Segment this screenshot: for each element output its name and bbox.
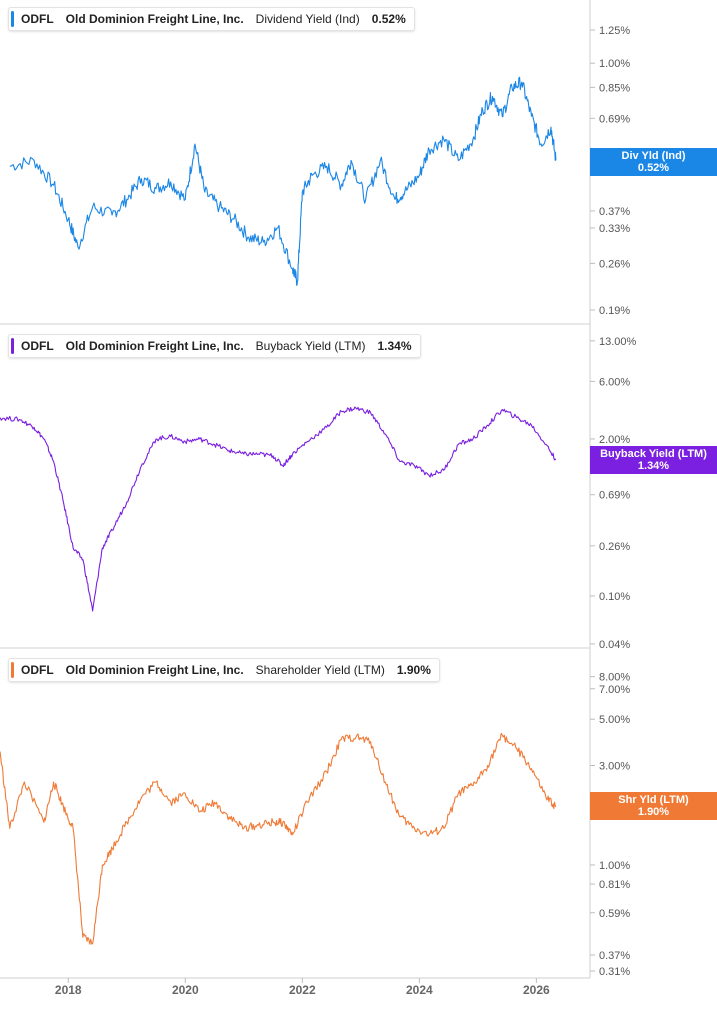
y-tick-label: 6.00%	[599, 376, 630, 388]
y-tick-label: 0.69%	[599, 490, 630, 502]
y-tick-label: 0.69%	[599, 113, 630, 125]
x-tick-label: 2022	[289, 983, 316, 997]
legend-value: 1.90%	[396, 663, 431, 677]
y-tick-label: 0.33%	[599, 223, 630, 235]
x-tick-label: 2026	[523, 983, 550, 997]
y-tick-label: 7.00%	[599, 684, 630, 696]
badge-label: Buyback Yield (LTM)	[600, 448, 707, 460]
last-value-badge-dividend: Div Yld (Ind) 0.52%	[590, 148, 717, 176]
legend-buyback-yield[interactable]: ODFL Old Dominion Freight Line, Inc. Buy…	[8, 334, 421, 358]
legend-value: 0.52%	[371, 12, 406, 26]
y-tick-label: 0.37%	[599, 950, 630, 962]
y-tick-label: 0.04%	[599, 639, 630, 651]
badge-value: 0.52%	[637, 162, 670, 174]
legend-ticker: ODFL	[21, 663, 54, 677]
legend-company: Old Dominion Freight Line, Inc.	[65, 12, 244, 26]
last-value-badge-buyback: Buyback Yield (LTM) 1.34%	[590, 446, 717, 474]
y-tick-label: 8.00%	[599, 672, 630, 684]
legend-ticker: ODFL	[21, 12, 54, 26]
y-tick-label: 0.26%	[599, 541, 630, 553]
legend-ticker: ODFL	[21, 339, 54, 353]
badge-value: 1.34%	[637, 460, 670, 472]
last-value-badge-shareholder: Shr Yld (LTM) 1.90%	[590, 792, 717, 820]
y-tick-label: 0.31%	[599, 966, 630, 978]
badge-label: Div Yld (Ind)	[621, 150, 686, 162]
y-tick-label: 5.00%	[599, 714, 630, 726]
legend-color-swatch	[11, 11, 14, 27]
legend-color-swatch	[11, 338, 14, 354]
legend-metric: Buyback Yield (LTM)	[255, 339, 366, 353]
y-tick-label: 2.00%	[599, 434, 630, 446]
badge-value: 1.90%	[637, 806, 670, 818]
y-tick-label: 1.25%	[599, 25, 630, 37]
y-tick-label: 0.59%	[599, 908, 630, 920]
legend-company: Old Dominion Freight Line, Inc.	[65, 663, 244, 677]
legend-metric: Dividend Yield (Ind)	[255, 12, 360, 26]
y-tick-label: 0.19%	[599, 305, 630, 317]
legend-color-swatch	[11, 662, 14, 678]
y-tick-label: 0.81%	[599, 879, 630, 891]
y-tick-label: 13.00%	[599, 336, 637, 348]
legend-metric: Shareholder Yield (LTM)	[255, 663, 385, 677]
y-tick-label: 1.00%	[599, 860, 630, 872]
legend-value: 1.34%	[377, 339, 412, 353]
x-tick-label: 2018	[55, 983, 82, 997]
x-tick-label: 2020	[172, 983, 199, 997]
y-tick-label: 0.85%	[599, 82, 630, 94]
series-line	[0, 732, 557, 945]
series-line	[9, 76, 557, 286]
y-tick-label: 1.00%	[599, 58, 630, 70]
legend-dividend-yield[interactable]: ODFL Old Dominion Freight Line, Inc. Div…	[8, 7, 415, 31]
y-tick-label: 0.10%	[599, 591, 630, 603]
y-tick-label: 3.00%	[599, 760, 630, 772]
series-line	[0, 406, 557, 612]
x-tick-label: 2024	[406, 983, 433, 997]
y-tick-label: 0.37%	[599, 206, 630, 218]
badge-label: Shr Yld (LTM)	[618, 794, 689, 806]
legend-shareholder-yield[interactable]: ODFL Old Dominion Freight Line, Inc. Sha…	[8, 658, 440, 682]
y-tick-label: 0.26%	[599, 258, 630, 270]
legend-company: Old Dominion Freight Line, Inc.	[65, 339, 244, 353]
